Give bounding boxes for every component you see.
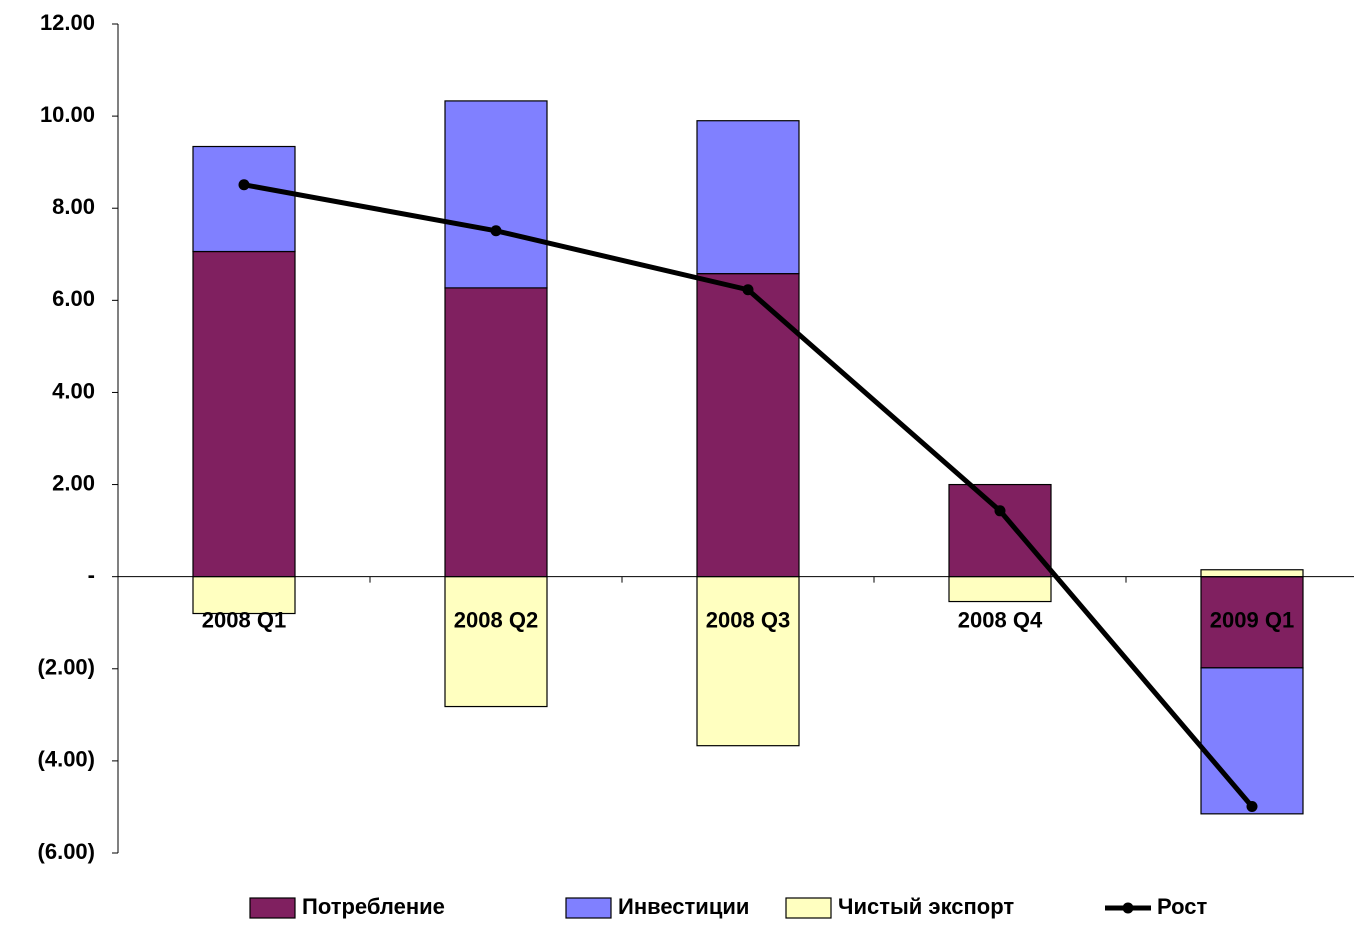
- y-tick-label: (2.00): [38, 655, 95, 680]
- x-tick-label: 2008 Q3: [706, 607, 790, 632]
- y-tick-label: 6.00: [52, 286, 95, 311]
- line-marker: [238, 179, 250, 191]
- legend-marker: [1122, 902, 1134, 914]
- line-marker: [994, 505, 1006, 517]
- line-marker: [742, 284, 754, 296]
- y-tick-label: 12.00: [40, 10, 95, 35]
- bar: [192, 145, 296, 253]
- bar: [192, 576, 296, 615]
- x-tick-label: 2009 Q1: [1210, 607, 1294, 632]
- legend-label: Инвестиции: [618, 894, 749, 919]
- bar: [696, 576, 800, 747]
- legend-label: Потребление: [302, 894, 445, 919]
- bar: [444, 576, 548, 708]
- bar: [948, 483, 1052, 578]
- y-tick-label: (4.00): [38, 747, 95, 772]
- line-marker: [490, 225, 502, 237]
- bar: [696, 273, 800, 578]
- y-tick-label: -: [88, 562, 95, 587]
- bar: [948, 576, 1052, 603]
- y-tick-label: (6.00): [38, 839, 95, 864]
- x-tick-label: 2008 Q2: [454, 607, 538, 632]
- y-tick-label: 2.00: [52, 470, 95, 495]
- legend-swatch: [565, 897, 612, 919]
- bar: [1200, 569, 1304, 578]
- y-tick-label: 10.00: [40, 102, 95, 127]
- y-tick-label: 4.00: [52, 378, 95, 403]
- x-tick-label: 2008 Q4: [958, 607, 1043, 632]
- line-marker: [1246, 800, 1258, 812]
- bar: [444, 100, 548, 289]
- bar: [1200, 667, 1304, 815]
- bar: [1200, 576, 1304, 669]
- legend-swatch: [249, 897, 296, 919]
- y-tick-label: 8.00: [52, 194, 95, 219]
- bar: [444, 287, 548, 578]
- legend-label: Рост: [1157, 894, 1208, 919]
- bar: [192, 250, 296, 578]
- x-tick-label: 2008 Q1: [202, 607, 286, 632]
- bar: [696, 120, 800, 275]
- legend-label: Чистый экспорт: [838, 894, 1014, 919]
- legend-swatch: [785, 897, 832, 919]
